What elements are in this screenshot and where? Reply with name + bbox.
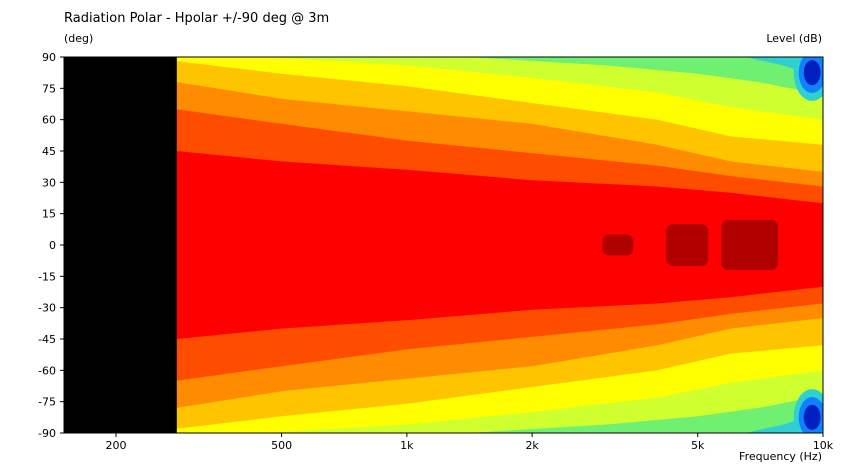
level-axis-label: Level (dB) (766, 32, 822, 45)
x-tick-label: 5k (691, 439, 705, 452)
corner-zone-0-2 (803, 60, 821, 86)
corner-zone-1-2 (803, 404, 821, 430)
hotspot-0 (602, 234, 634, 256)
contour-layer (64, 57, 823, 433)
y-tick-label: 30 (42, 176, 56, 189)
x-tick-label: 500 (271, 439, 292, 452)
y-tick-label: 15 (42, 208, 56, 221)
x-tick-label: 1k (400, 439, 414, 452)
y-tick-label: 75 (42, 82, 56, 95)
y-tick-label: 45 (42, 145, 56, 158)
y-axis-label: (deg) (64, 32, 94, 45)
y-tick-label: -60 (38, 364, 56, 377)
y-tick-label: -45 (38, 333, 56, 346)
y-tick-label: -30 (38, 302, 56, 315)
contour-level-1 (176, 57, 823, 433)
hotspot-2 (721, 219, 779, 271)
hotspot-1 (666, 224, 709, 266)
y-tick-label: 0 (49, 239, 56, 252)
x-tick-label: 10k (813, 439, 834, 452)
no-data-band (64, 57, 177, 433)
y-tick-label: -75 (38, 396, 56, 409)
y-tick-label: 60 (42, 114, 56, 127)
y-tick-label: -90 (38, 427, 56, 440)
y-tick-label: 90 (42, 51, 56, 64)
x-tick-label: 2k (525, 439, 539, 452)
x-tick-label: 200 (105, 439, 126, 452)
x-axis-label: Frequency (Hz) (739, 450, 822, 463)
chart-title: Radiation Polar - Hpolar +/-90 deg @ 3m (64, 11, 330, 26)
y-tick-label: -15 (38, 270, 56, 283)
